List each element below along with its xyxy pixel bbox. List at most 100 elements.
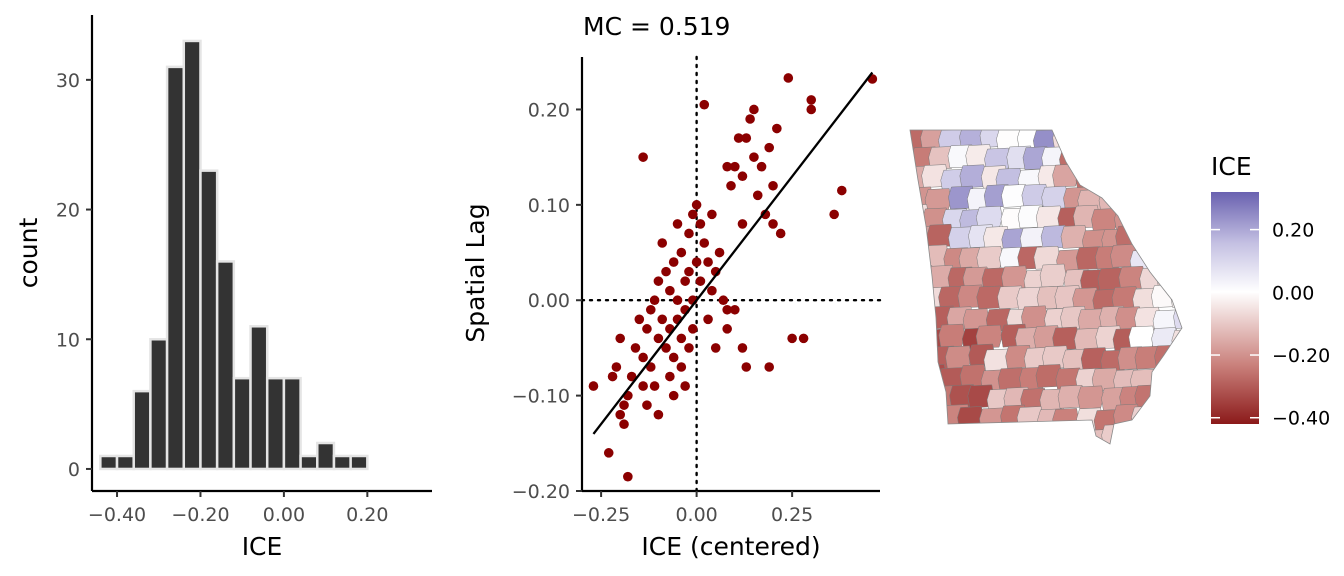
county (1168, 244, 1182, 269)
color-legend: ICE 0.20 0.00 −0.20 −0.40 (1211, 152, 1330, 430)
scatter-point (703, 257, 713, 267)
legend-tick-label: 0.00 (1272, 282, 1314, 304)
legend-tick-label: 0.20 (1272, 220, 1314, 242)
scatter-point (684, 228, 694, 239)
scatter-point (730, 304, 740, 315)
histogram-bar (249, 325, 269, 471)
scatter-point (710, 343, 721, 353)
county (910, 428, 937, 444)
histogram-bar (232, 376, 252, 471)
county (1042, 425, 1069, 444)
county (910, 364, 929, 388)
county (1058, 426, 1086, 444)
scatter-point (588, 381, 599, 391)
histogram-x-tick-label: 0.00 (263, 504, 305, 526)
histogram-bar (182, 39, 202, 471)
county (910, 406, 929, 430)
scatter-point (787, 333, 797, 344)
county (1131, 405, 1158, 430)
histogram-bar (99, 454, 119, 471)
county (1177, 187, 1182, 212)
scatter-point (699, 99, 710, 110)
scatter-point (829, 209, 839, 220)
county (1119, 147, 1146, 172)
scatter-point (695, 276, 706, 286)
county (1052, 130, 1079, 150)
county (938, 323, 966, 348)
county (910, 247, 931, 272)
county (910, 328, 928, 352)
county (1155, 385, 1182, 409)
histogram-x-axis-title: ICE (242, 532, 283, 561)
county (910, 265, 935, 289)
legend-colorbar (1211, 192, 1259, 424)
histogram-y-tick-label: 30 (56, 70, 80, 92)
histogram-bar (332, 454, 352, 471)
scatter-point (676, 333, 687, 344)
scatter-x-axis-title: ICE (centered) (641, 532, 820, 561)
histogram-y-tick-label: 20 (56, 200, 80, 222)
scatter-y-tick-label: 0.10 (528, 195, 570, 217)
histogram-bar (349, 454, 369, 471)
regression-line (592, 71, 874, 435)
scatter-point (649, 381, 660, 391)
scatter-point (764, 142, 775, 153)
scatter-point (737, 219, 748, 229)
county (1071, 130, 1099, 150)
histogram-bar (282, 376, 302, 471)
scatter-point (741, 362, 752, 372)
county (1172, 345, 1182, 369)
scatter-panel: MC = 0.519 −0.25 0.00 0.25 −0.20 −0.10 0.00 0… (461, 12, 882, 561)
county (1169, 164, 1182, 188)
scatter-point (722, 324, 732, 334)
county (1133, 428, 1161, 444)
scatter-x-tick-label: −0.25 (572, 504, 630, 526)
scatter-y-tick-label: 0.00 (528, 290, 570, 312)
scatter-point (707, 285, 717, 296)
county (1052, 408, 1079, 432)
county (959, 164, 987, 189)
county (1166, 130, 1182, 153)
county (975, 324, 1003, 349)
scatter-point (642, 324, 652, 334)
scatter-point (634, 314, 645, 325)
scatter-point (745, 114, 755, 124)
histogram-bar (149, 338, 169, 471)
county (1150, 369, 1178, 394)
county (1001, 428, 1028, 444)
scatter-point (619, 400, 629, 410)
scatter-point (672, 219, 683, 229)
scatter-point (661, 343, 671, 353)
scatter-point (733, 133, 744, 143)
county (1120, 424, 1148, 444)
county (1101, 149, 1129, 173)
scatter-point (645, 304, 656, 315)
county (1111, 164, 1139, 188)
county (1171, 385, 1182, 409)
county (1154, 344, 1181, 369)
scatter-point (680, 381, 690, 391)
histogram-y-ticks: 0 10 20 30 (56, 70, 92, 481)
scatter-point (695, 219, 706, 229)
histogram-bar (165, 65, 186, 471)
scatter-point (772, 123, 782, 134)
county (1138, 227, 1165, 251)
scatter-point (657, 238, 668, 248)
histogram-bar (115, 454, 135, 471)
histogram-y-tick-label: 0 (68, 459, 80, 481)
scatter-point (749, 152, 759, 162)
scatter-point (615, 409, 626, 420)
scatter-point (626, 371, 637, 382)
scatter-point (623, 471, 633, 482)
county (1157, 189, 1182, 213)
scatter-point (676, 362, 687, 372)
county (1079, 429, 1107, 444)
scatter-point (737, 343, 748, 353)
scatter-point (718, 295, 729, 306)
histogram-y-axis-title: count (14, 218, 43, 289)
scatter-point (661, 266, 671, 277)
histogram-y-tick-label: 10 (56, 329, 80, 351)
legend-title: ICE (1211, 152, 1252, 181)
county (1039, 263, 1067, 288)
scatter-point (668, 390, 679, 401)
